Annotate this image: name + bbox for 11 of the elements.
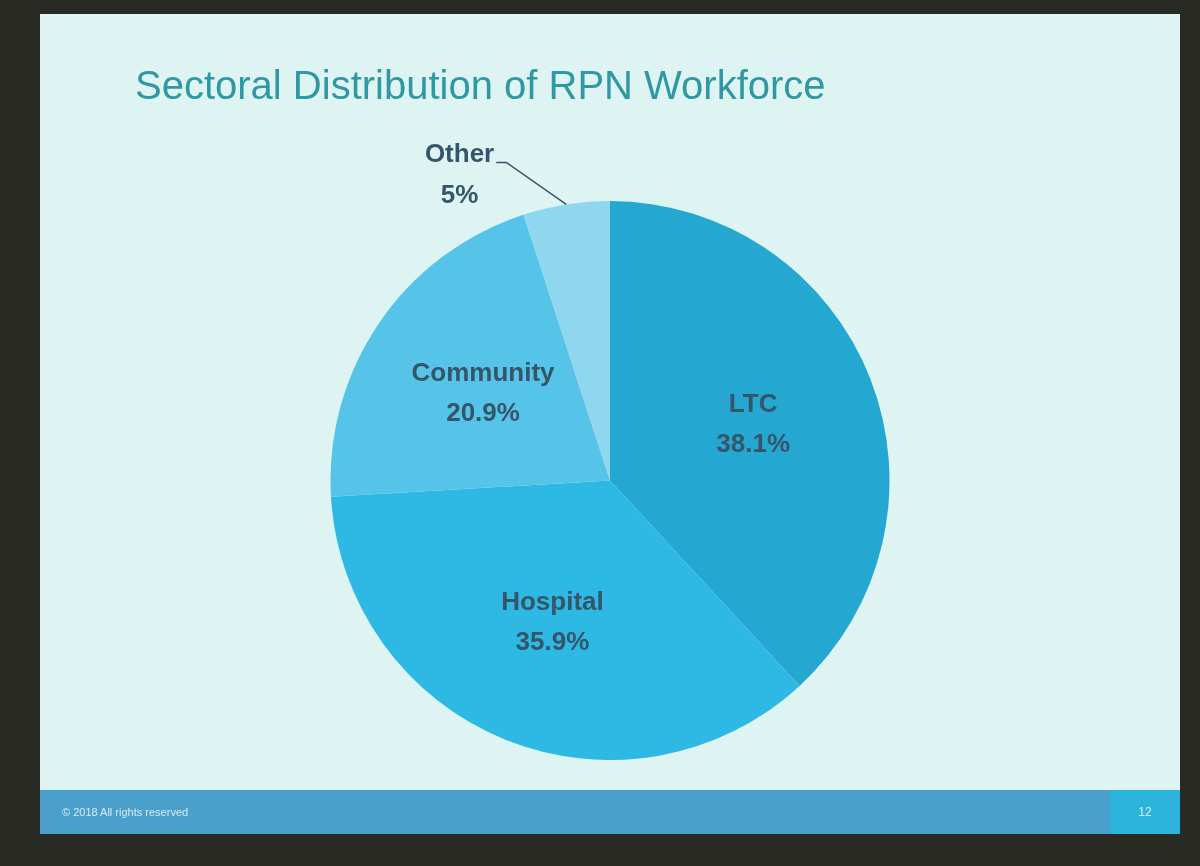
slice-label: Other <box>424 137 495 168</box>
footer-strip: © 2018 All rights reserved 12 <box>40 790 1180 834</box>
data-label: 38.1% <box>716 427 791 458</box>
data-label: 35.9% <box>515 626 590 657</box>
slice-label: LTC <box>728 387 778 418</box>
data-label: 5% <box>440 178 479 209</box>
slice-label: Community <box>411 356 556 387</box>
page-number-box: 12 <box>1110 790 1180 834</box>
slice-label: Hospital <box>501 586 604 617</box>
chart-title: Sectoral Distribution of RPN Workforce <box>135 62 826 109</box>
data-label: 20.9% <box>446 396 520 427</box>
